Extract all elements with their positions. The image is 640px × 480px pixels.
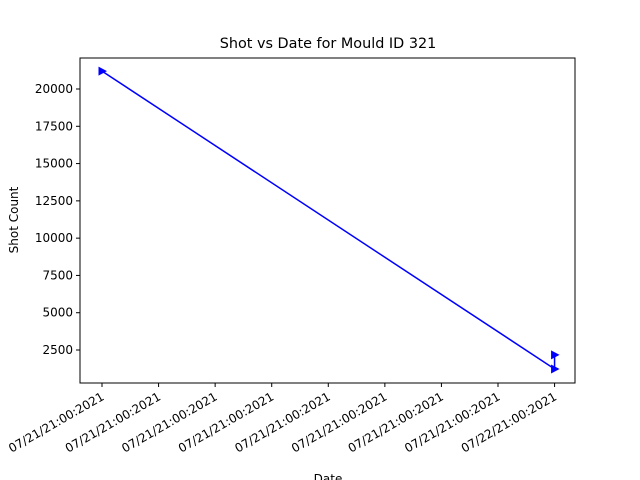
chart-title: Shot vs Date for Mould ID 321 xyxy=(220,36,437,52)
y-tick-label: 15000 xyxy=(35,157,73,171)
y-tick-label: 10000 xyxy=(35,231,73,245)
y-tick-label: 17500 xyxy=(35,119,73,133)
y-tick-label: 12500 xyxy=(35,194,73,208)
y-tick-label: 2500 xyxy=(42,343,73,357)
data-marker xyxy=(551,364,560,374)
y-tick-label: 5000 xyxy=(42,306,73,320)
y-tick-label: 20000 xyxy=(35,82,73,96)
plot-frame xyxy=(79,57,576,384)
y-axis-label: Shot Count xyxy=(7,186,21,253)
data-marker xyxy=(98,66,107,76)
x-axis-label: Date xyxy=(314,472,343,480)
data-marker xyxy=(551,350,560,360)
y-tick-label: 7500 xyxy=(42,268,73,282)
